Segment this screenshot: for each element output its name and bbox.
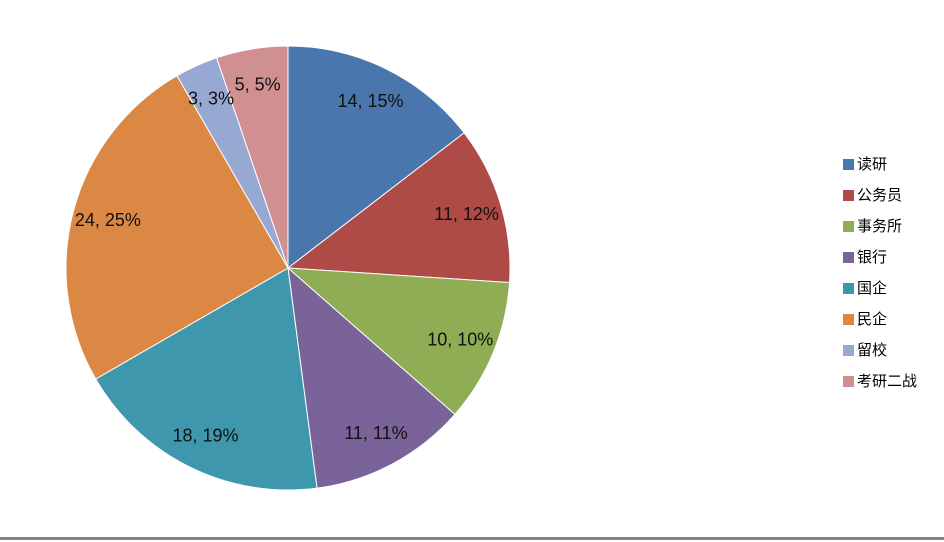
data-label-0: 14, 15% [337, 91, 403, 111]
legend-swatch-icon [843, 159, 854, 170]
legend-swatch-icon [843, 314, 854, 325]
data-label-5: 24, 25% [75, 210, 141, 230]
legend-label: 银行 [857, 249, 888, 266]
legend-label: 考研二战 [857, 373, 918, 390]
legend-item-0[interactable]: 读研 [843, 149, 917, 180]
data-label-6: 3, 3% [188, 88, 234, 108]
legend-item-7[interactable]: 考研二战 [843, 366, 917, 397]
legend-swatch-icon [843, 221, 854, 232]
pie-slice-5[interactable] [65, 75, 289, 380]
legend-label: 留校 [857, 342, 888, 359]
legend-label: 公务员 [857, 187, 903, 204]
chart-legend: 读研公务员事务所银行国企民企留校考研二战 [843, 149, 917, 397]
pie-slice-4[interactable] [95, 267, 318, 491]
legend-swatch-icon [843, 376, 854, 387]
legend-item-5[interactable]: 民企 [843, 304, 917, 335]
data-label-2: 10, 10% [427, 330, 493, 350]
pie-slice-7[interactable] [216, 45, 289, 269]
legend-item-4[interactable]: 国企 [843, 273, 917, 304]
pie-slice-2[interactable] [287, 267, 511, 415]
data-label-3: 11, 11% [344, 423, 407, 443]
data-label-7: 5, 5% [235, 74, 281, 94]
legend-label: 读研 [857, 156, 888, 173]
legend-item-6[interactable]: 留校 [843, 335, 917, 366]
data-label-1: 11, 12% [434, 204, 499, 224]
legend-label: 民企 [857, 311, 888, 328]
legend-item-3[interactable]: 银行 [843, 242, 917, 273]
legend-swatch-icon [843, 252, 854, 263]
legend-label: 国企 [857, 280, 888, 297]
legend-swatch-icon [843, 345, 854, 356]
legend-swatch-icon [843, 190, 854, 201]
legend-swatch-icon [843, 283, 854, 294]
legend-item-2[interactable]: 事务所 [843, 211, 917, 242]
pie-slice-1[interactable] [287, 132, 511, 284]
legend-label: 事务所 [857, 218, 903, 235]
pie-slice-0[interactable] [287, 45, 465, 269]
window-bottom-edge [0, 537, 944, 540]
data-label-4: 18, 19% [172, 426, 238, 446]
legend-item-1[interactable]: 公务员 [843, 180, 917, 211]
pie-slice-3[interactable] [287, 267, 456, 489]
